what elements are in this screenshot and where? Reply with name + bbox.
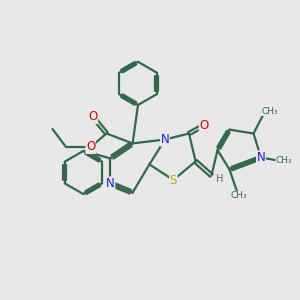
Text: CH₃: CH₃ [261, 106, 278, 116]
Text: O: O [88, 110, 98, 124]
Text: H: H [216, 174, 224, 184]
Text: CH₃: CH₃ [230, 191, 247, 200]
Text: CH₃: CH₃ [276, 156, 292, 165]
Text: O: O [86, 140, 95, 154]
Text: S: S [170, 173, 177, 187]
Text: N: N [106, 177, 115, 190]
Text: N: N [160, 133, 169, 146]
Text: O: O [200, 119, 208, 132]
Text: N: N [256, 151, 266, 164]
